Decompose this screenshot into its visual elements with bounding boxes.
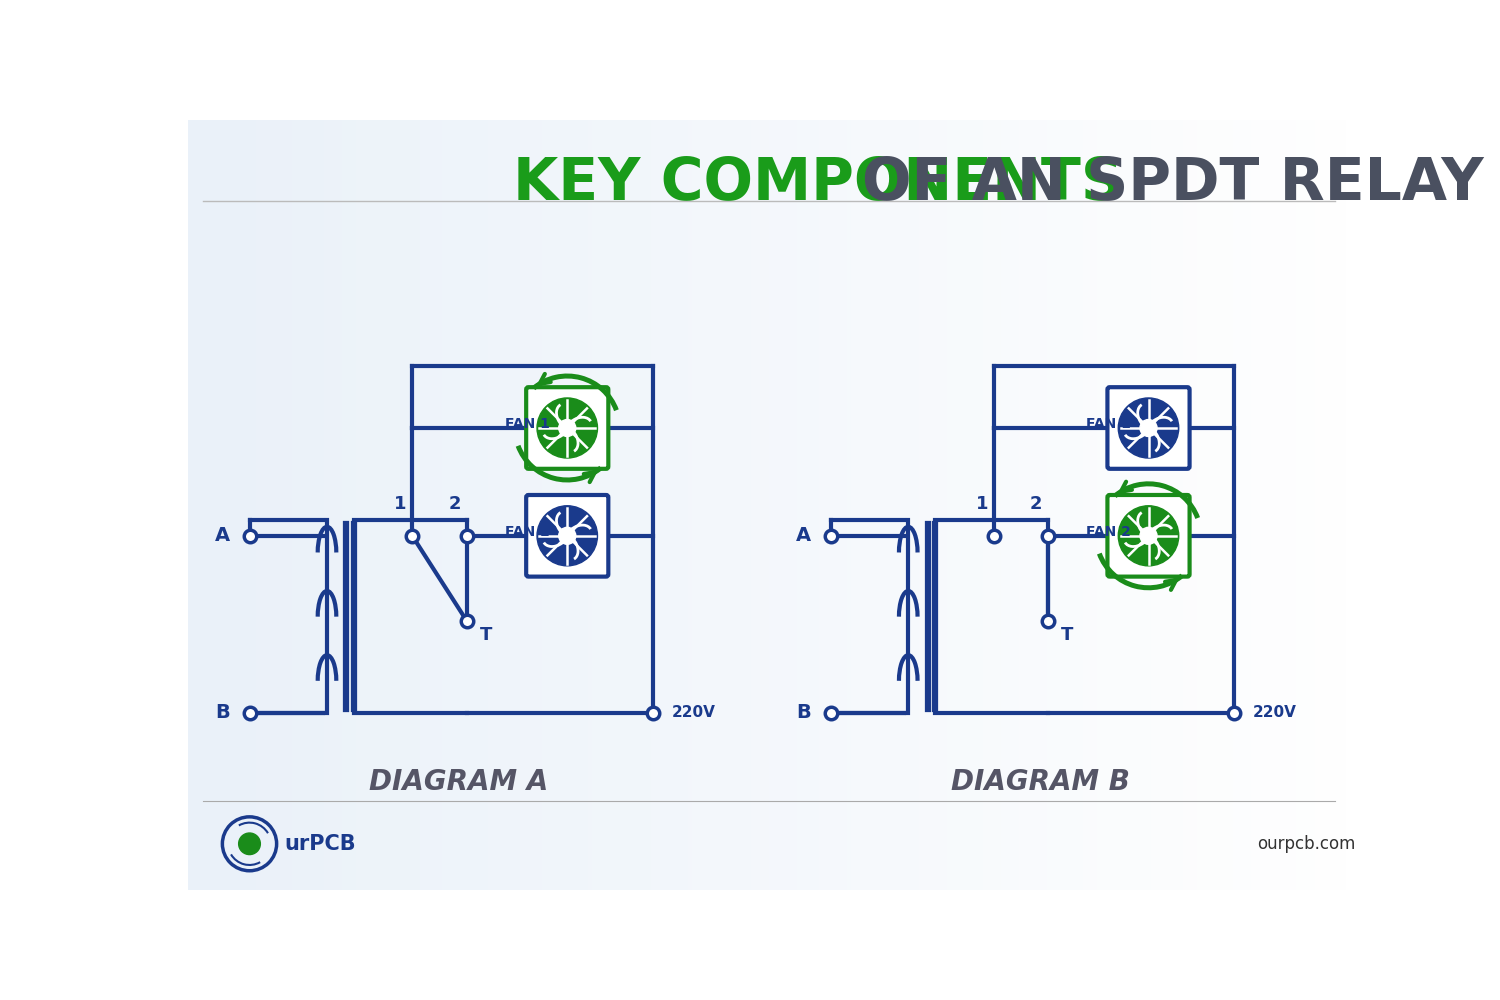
Text: DIAGRAM A: DIAGRAM A <box>369 768 549 796</box>
Text: KEY COMPONENTS: KEY COMPONENTS <box>513 155 1143 212</box>
Circle shape <box>238 833 261 855</box>
Text: DIAGRAM B: DIAGRAM B <box>951 768 1130 796</box>
Text: A: A <box>796 526 812 545</box>
Text: 220V: 220V <box>672 705 716 720</box>
Text: FAN 2: FAN 2 <box>506 525 550 539</box>
Circle shape <box>537 398 597 458</box>
Text: T: T <box>1060 626 1074 644</box>
Text: FAN 1: FAN 1 <box>1086 417 1131 431</box>
Text: FAN 1: FAN 1 <box>506 417 550 431</box>
Circle shape <box>537 506 597 566</box>
FancyBboxPatch shape <box>1107 495 1190 577</box>
Circle shape <box>1119 398 1179 458</box>
Text: 2: 2 <box>448 495 460 513</box>
Circle shape <box>558 420 576 436</box>
Text: B: B <box>796 703 812 722</box>
Circle shape <box>1140 420 1156 436</box>
FancyBboxPatch shape <box>1107 387 1190 469</box>
FancyBboxPatch shape <box>526 387 609 469</box>
Text: A: A <box>214 526 230 545</box>
Circle shape <box>558 527 576 544</box>
Text: OF AN SPDT RELAY: OF AN SPDT RELAY <box>861 155 1484 212</box>
Text: T: T <box>480 626 492 644</box>
Text: 220V: 220V <box>1252 705 1298 720</box>
FancyBboxPatch shape <box>526 495 609 577</box>
Circle shape <box>1140 527 1156 544</box>
Text: urPCB: urPCB <box>285 834 356 854</box>
Circle shape <box>1119 506 1179 566</box>
Text: FAN 2: FAN 2 <box>1086 525 1131 539</box>
Text: ourpcb.com: ourpcb.com <box>1257 835 1356 853</box>
Text: 2: 2 <box>1030 495 1042 513</box>
Text: 1: 1 <box>975 495 988 513</box>
Text: 1: 1 <box>394 495 406 513</box>
Text: B: B <box>214 703 230 722</box>
